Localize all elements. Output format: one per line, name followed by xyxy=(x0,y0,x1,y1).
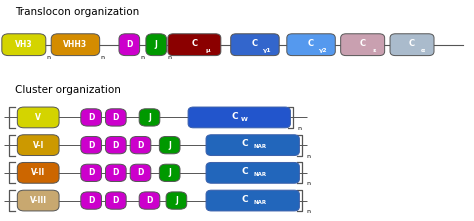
Text: n: n xyxy=(140,55,144,60)
Text: n: n xyxy=(167,55,171,60)
Text: γ2: γ2 xyxy=(319,48,328,53)
Text: D: D xyxy=(113,141,119,150)
Text: VH3: VH3 xyxy=(15,40,33,49)
FancyBboxPatch shape xyxy=(166,192,187,209)
Text: NAR: NAR xyxy=(254,172,267,177)
Text: n: n xyxy=(307,154,310,159)
Text: D: D xyxy=(126,40,132,49)
Text: γ1: γ1 xyxy=(263,48,272,53)
Text: J: J xyxy=(175,196,178,205)
FancyBboxPatch shape xyxy=(341,34,384,56)
Text: C: C xyxy=(241,167,248,176)
FancyBboxPatch shape xyxy=(287,34,335,56)
Text: Translocon organization: Translocon organization xyxy=(15,7,139,17)
FancyBboxPatch shape xyxy=(51,34,100,56)
Text: V: V xyxy=(35,113,41,122)
Text: D: D xyxy=(88,196,94,205)
Text: D: D xyxy=(146,196,153,205)
FancyBboxPatch shape xyxy=(206,190,300,211)
Text: W: W xyxy=(241,117,248,122)
Text: α: α xyxy=(421,48,426,53)
FancyBboxPatch shape xyxy=(2,34,46,56)
Text: n: n xyxy=(100,55,104,60)
Text: C: C xyxy=(191,40,198,48)
FancyBboxPatch shape xyxy=(18,135,59,156)
Text: C: C xyxy=(231,112,238,120)
Text: ε: ε xyxy=(372,48,376,53)
Text: n: n xyxy=(307,209,310,214)
Text: D: D xyxy=(113,168,119,177)
Text: C: C xyxy=(252,40,258,48)
Text: J: J xyxy=(168,141,171,150)
Text: n: n xyxy=(307,181,310,187)
FancyBboxPatch shape xyxy=(139,192,160,209)
Text: D: D xyxy=(113,196,119,205)
Text: C: C xyxy=(241,195,248,204)
FancyBboxPatch shape xyxy=(106,164,126,181)
Text: D: D xyxy=(113,113,119,122)
FancyBboxPatch shape xyxy=(18,107,59,128)
Text: D: D xyxy=(137,168,144,177)
Text: D: D xyxy=(137,141,144,150)
FancyBboxPatch shape xyxy=(231,34,279,56)
Text: C: C xyxy=(308,40,314,48)
FancyBboxPatch shape xyxy=(119,34,140,56)
FancyBboxPatch shape xyxy=(18,190,59,211)
Text: n: n xyxy=(298,126,301,131)
Text: D: D xyxy=(88,141,94,150)
Text: J: J xyxy=(168,168,171,177)
FancyBboxPatch shape xyxy=(390,34,434,56)
FancyBboxPatch shape xyxy=(130,137,151,154)
FancyBboxPatch shape xyxy=(106,109,126,126)
Text: D: D xyxy=(88,168,94,177)
Text: J: J xyxy=(148,113,151,122)
Text: V-II: V-II xyxy=(31,168,46,177)
FancyBboxPatch shape xyxy=(81,137,101,154)
FancyBboxPatch shape xyxy=(168,34,221,56)
FancyBboxPatch shape xyxy=(18,162,59,183)
Text: μ: μ xyxy=(206,48,210,53)
FancyBboxPatch shape xyxy=(159,137,180,154)
FancyBboxPatch shape xyxy=(130,164,151,181)
Text: n: n xyxy=(46,55,50,60)
FancyBboxPatch shape xyxy=(159,164,180,181)
Text: C: C xyxy=(409,40,415,48)
FancyBboxPatch shape xyxy=(81,164,101,181)
FancyBboxPatch shape xyxy=(106,137,126,154)
FancyBboxPatch shape xyxy=(206,162,300,183)
Text: C: C xyxy=(360,40,366,48)
Text: V-III: V-III xyxy=(30,196,47,205)
FancyBboxPatch shape xyxy=(81,192,101,209)
Text: NAR: NAR xyxy=(254,200,267,205)
FancyBboxPatch shape xyxy=(206,135,300,156)
Text: NAR: NAR xyxy=(254,144,267,149)
Text: VHH3: VHH3 xyxy=(64,40,88,49)
FancyBboxPatch shape xyxy=(81,109,101,126)
FancyBboxPatch shape xyxy=(106,192,126,209)
FancyBboxPatch shape xyxy=(139,109,160,126)
Text: C: C xyxy=(241,139,248,148)
Text: J: J xyxy=(155,40,158,49)
Text: Cluster organization: Cluster organization xyxy=(15,85,121,95)
FancyBboxPatch shape xyxy=(146,34,166,56)
Text: V-I: V-I xyxy=(33,141,44,150)
Text: D: D xyxy=(88,113,94,122)
FancyBboxPatch shape xyxy=(188,107,291,128)
